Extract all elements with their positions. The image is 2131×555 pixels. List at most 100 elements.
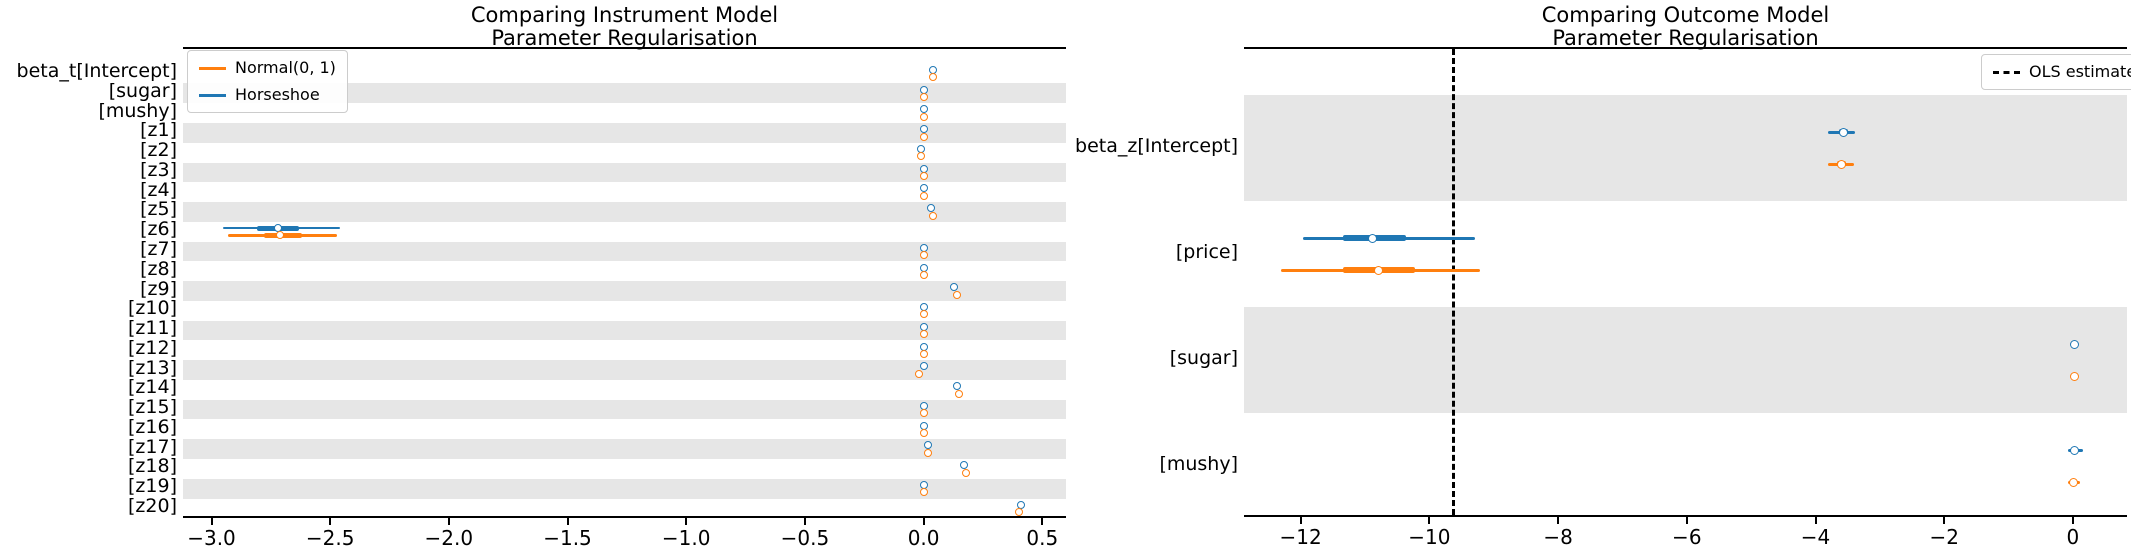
median-marker-horseshoe	[2070, 445, 2080, 455]
y-axis-label: [z14]	[128, 376, 177, 399]
median-marker-normal	[2069, 371, 2079, 381]
x-axis-tick	[685, 518, 688, 525]
row-band	[183, 83, 1066, 104]
median-marker-normal	[919, 112, 928, 121]
row-band	[183, 399, 1066, 420]
x-axis-tick	[1041, 518, 1044, 525]
y-axis-label: [z20]	[128, 494, 177, 517]
y-axis-label: beta_t[Intercept]	[16, 60, 177, 82]
right-plot-area	[1244, 47, 2127, 517]
y-axis-label: [sugar]	[108, 79, 177, 102]
median-marker-normal	[919, 191, 928, 200]
x-axis-tick	[1814, 517, 1817, 524]
y-axis-label: [sugar]	[1169, 346, 1238, 369]
median-marker-normal	[919, 330, 928, 339]
y-axis-label: [z7]	[140, 237, 177, 260]
x-axis-tick-label: −2.5	[305, 526, 355, 550]
x-axis-tick	[566, 518, 569, 525]
x-axis-tick-label: −6	[1672, 525, 1702, 549]
row-band	[183, 478, 1066, 499]
y-axis-label: [z9]	[140, 277, 177, 300]
legend-entry-normal: Normal(0, 1)	[199, 58, 336, 78]
median-marker-normal	[919, 310, 928, 319]
x-axis-tick	[210, 518, 213, 525]
x-axis-tick-label: −2.0	[424, 526, 474, 550]
median-marker-normal	[276, 231, 285, 240]
row-band	[183, 162, 1066, 183]
x-axis-tick-label: −10	[1408, 525, 1451, 549]
left-chart-title-line2: Parameter Regularisation	[491, 26, 758, 50]
median-marker-normal	[2069, 477, 2079, 487]
median-marker-horseshoe	[1367, 233, 1377, 243]
y-axis-label: [z18]	[128, 455, 177, 478]
y-axis-label: [z17]	[128, 435, 177, 458]
y-axis-label: [z15]	[128, 396, 177, 419]
y-axis-label: [z11]	[128, 317, 177, 339]
x-axis-tick	[447, 518, 450, 525]
right-chart-title-line1: Comparing Outcome Model	[1541, 3, 1830, 27]
x-axis-tick	[1428, 517, 1431, 524]
median-marker-horseshoe	[919, 125, 928, 134]
x-axis-tick-label: −2	[1929, 525, 1959, 549]
x-axis-tick-label: −3.0	[187, 526, 236, 550]
x-axis-tick-label: −0.5	[780, 526, 830, 550]
median-marker-normal	[1374, 265, 1383, 275]
row-band	[183, 320, 1066, 341]
horseshoe-line-icon	[199, 93, 226, 97]
normal-line-icon	[199, 66, 226, 70]
x-axis-tick-label: −8	[1543, 525, 1573, 549]
legend-entry-horseshoe: Horseshoe	[199, 85, 336, 105]
y-axis-label: beta_z[Intercept]	[1075, 134, 1238, 157]
x-axis-tick-label: −4	[1800, 525, 1831, 549]
row-band	[1244, 307, 2127, 413]
y-axis-label: [z3]	[140, 158, 177, 181]
median-marker-normal	[919, 488, 928, 497]
x-axis-tick	[1557, 517, 1560, 524]
median-marker-normal	[919, 251, 928, 260]
y-axis-label: [z16]	[128, 415, 177, 438]
row-band	[183, 439, 1066, 459]
median-marker-normal	[929, 211, 938, 220]
x-axis-tick	[1299, 517, 1302, 524]
median-marker-horseshoe	[2070, 339, 2080, 349]
x-axis-tick-label: 0.5	[1026, 526, 1059, 550]
row-band	[183, 202, 1066, 222]
y-axis-label: [mushy]	[98, 99, 177, 122]
median-marker-normal	[929, 73, 938, 82]
y-axis-label: [mushy]	[1159, 452, 1238, 475]
ols-estimate-line	[1451, 49, 1455, 515]
row-band	[183, 241, 1066, 262]
y-axis-label: [z12]	[128, 336, 177, 359]
x-axis-tick	[329, 518, 332, 525]
median-marker-normal	[919, 350, 928, 358]
y-axis-label: [z10]	[128, 297, 177, 320]
row-band	[183, 360, 1066, 380]
x-axis-tick	[1685, 517, 1688, 524]
y-axis-label: [z19]	[128, 475, 177, 498]
median-marker-normal	[962, 468, 971, 477]
x-axis-tick	[803, 518, 806, 525]
median-marker-horseshoe	[919, 362, 928, 371]
row-band	[183, 122, 1066, 143]
x-axis-tick-label: 0	[2066, 525, 2080, 549]
median-marker-normal	[917, 152, 926, 161]
y-axis-label: [price]	[1175, 240, 1238, 263]
x-axis-tick-label: 0.0	[907, 526, 940, 550]
x-axis-tick-label: −12	[1279, 525, 1322, 549]
y-axis-label: [z6]	[140, 218, 177, 241]
row-band	[183, 281, 1066, 301]
median-marker-normal	[1837, 159, 1847, 169]
row-band	[1244, 95, 2127, 201]
legend-label-normal: Normal(0, 1)	[235, 58, 336, 77]
x-axis-tick	[922, 518, 925, 525]
median-marker-normal	[919, 429, 928, 438]
median-marker-normal	[919, 172, 928, 180]
left-chart-title: Comparing Instrument Model Parameter Reg…	[183, 4, 1066, 50]
y-axis-label: [z8]	[140, 257, 177, 280]
median-marker-normal	[955, 389, 964, 398]
median-marker-horseshoe	[926, 204, 935, 213]
left-legend: Normal(0, 1) Horseshoe	[187, 50, 348, 113]
legend-label-horseshoe: Horseshoe	[235, 85, 320, 104]
median-marker-horseshoe	[952, 382, 961, 391]
